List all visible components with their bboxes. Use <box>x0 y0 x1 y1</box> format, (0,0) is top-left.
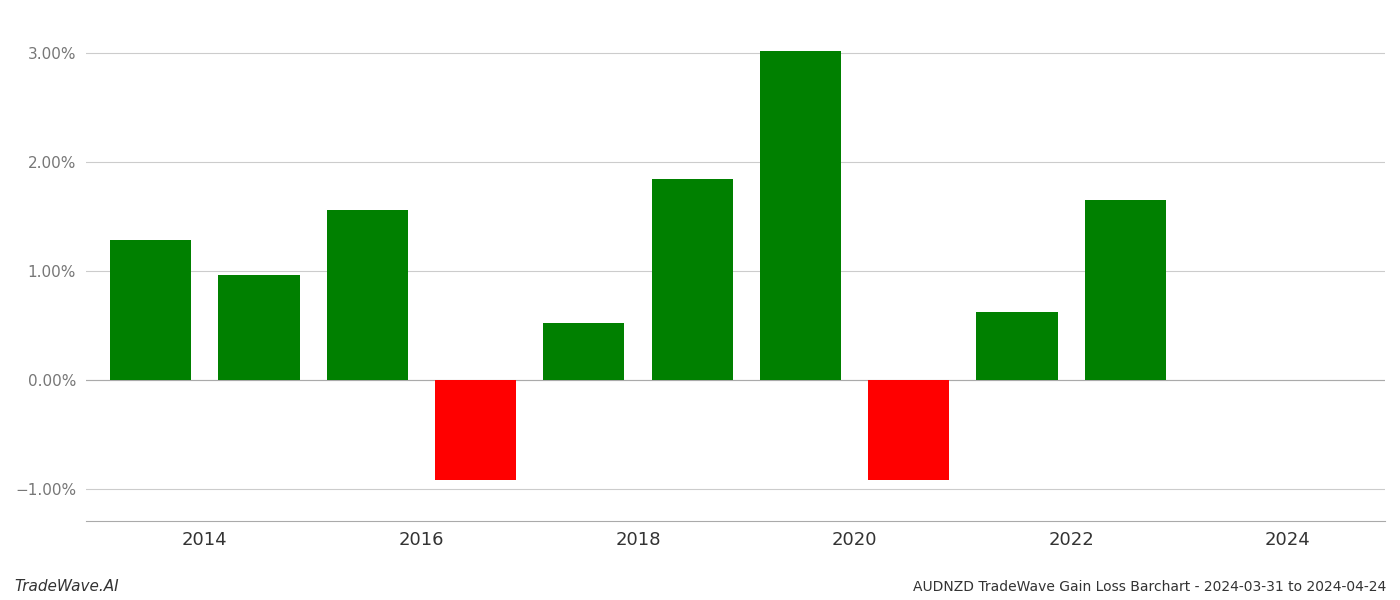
Bar <box>1085 200 1166 380</box>
Bar <box>435 380 517 480</box>
Text: TradeWave.AI: TradeWave.AI <box>14 579 119 594</box>
Bar <box>218 275 300 380</box>
Text: AUDNZD TradeWave Gain Loss Barchart - 2024-03-31 to 2024-04-24: AUDNZD TradeWave Gain Loss Barchart - 20… <box>913 580 1386 594</box>
Bar <box>326 210 407 380</box>
Bar <box>543 323 624 380</box>
Bar <box>976 312 1057 380</box>
Bar <box>868 380 949 480</box>
Bar <box>760 51 841 380</box>
Bar <box>111 241 192 380</box>
Bar <box>651 179 732 380</box>
